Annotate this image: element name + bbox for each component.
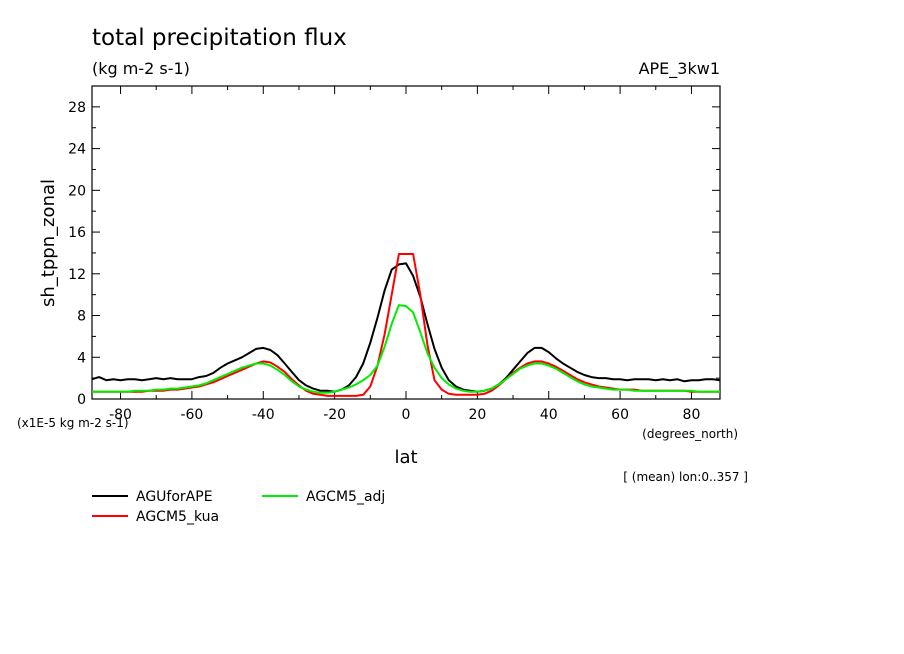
run-label: APE_3kw1	[639, 59, 720, 79]
x-tick-label: 20	[468, 407, 486, 423]
y-tick-label: 8	[77, 309, 86, 325]
y-tick-label: 0	[77, 392, 86, 408]
y-tick-label: 4	[77, 350, 86, 366]
y-tick-label: 24	[68, 142, 86, 158]
legend-label-agcm5-adj: AGCM5_adj	[306, 489, 385, 505]
series-line-agcm5-kua	[92, 253, 720, 397]
x-tick-label: 0	[402, 407, 411, 423]
plot-frame	[91, 85, 721, 400]
series-line-agcm5-adj	[92, 304, 720, 394]
averaging-footnote: [ (mean) lon:0..357 ]	[623, 470, 748, 484]
x-tick-label: -80	[109, 407, 132, 423]
y-tick-label: 28	[68, 100, 86, 116]
x-tick-label: 40	[540, 407, 558, 423]
y-scale-note: (x1E-5 kg m-2 s-1)	[17, 416, 129, 430]
axes: -80 -60 -40 -20 0 20 40 60 80 0 4 8 12 16 20 24 28	[68, 85, 721, 423]
x-tick-label: -40	[252, 407, 275, 423]
chart-title: total precipitation flux	[92, 25, 347, 51]
x-tick-label: 60	[611, 407, 629, 423]
x-axis-label: lat	[394, 447, 417, 468]
legend-label-aguforape: AGUforAPE	[136, 489, 213, 505]
x-tick-label: -60	[180, 407, 203, 423]
y-axis-label: sh_tppn_zonal	[38, 179, 59, 307]
x-tick-label: 80	[683, 407, 701, 423]
y-tick-label: 20	[68, 183, 86, 199]
y-tick-label: 12	[68, 267, 86, 283]
x-tick-label: -20	[323, 407, 346, 423]
x-axis-units: (degrees_north)	[642, 427, 738, 441]
series-lines	[91, 253, 721, 397]
y-tick-label: 16	[68, 225, 86, 241]
legend-label-agcm5-kua: AGCM5_kua	[136, 509, 219, 525]
legend: AGUforAPE AGCM5_kua AGCM5_adj	[92, 489, 385, 525]
series-line-aguforape	[91, 262, 721, 393]
chart-subtitle-units: (kg m-2 s-1)	[92, 59, 190, 78]
